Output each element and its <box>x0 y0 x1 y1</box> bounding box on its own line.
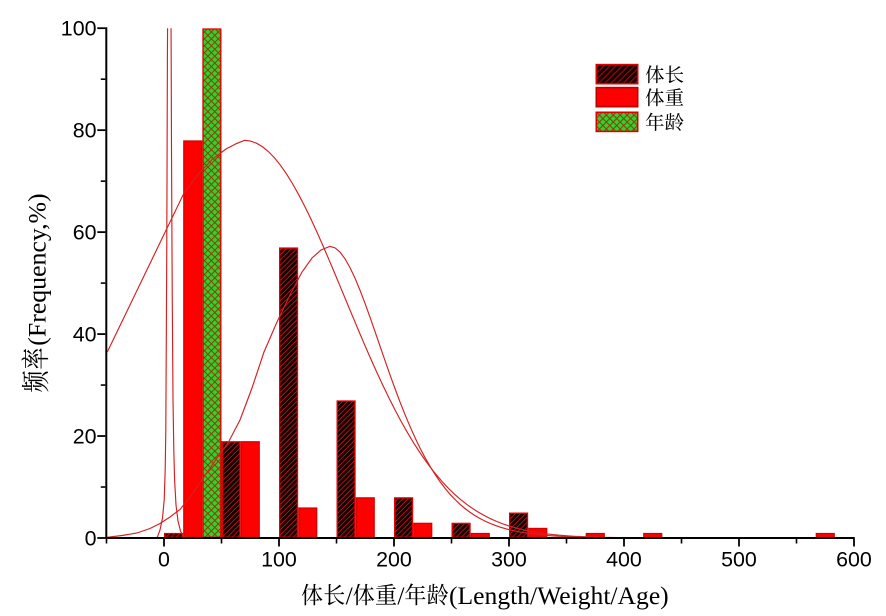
svg-text:/: / <box>346 581 354 610</box>
svg-text:/: / <box>397 581 405 610</box>
svg-text:200: 200 <box>376 548 412 572</box>
svg-text:100: 100 <box>61 17 97 41</box>
svg-text:400: 400 <box>606 548 642 572</box>
svg-text:(Frequency,%): (Frequency,%) <box>23 193 52 345</box>
svg-text:60: 60 <box>73 220 97 244</box>
svg-text:100: 100 <box>261 548 297 572</box>
svg-text:600: 600 <box>836 548 872 572</box>
svg-text:40: 40 <box>73 322 97 346</box>
svg-text:300: 300 <box>491 548 527 572</box>
svg-text:0: 0 <box>158 548 170 572</box>
svg-text:0: 0 <box>85 526 97 550</box>
svg-text:(Length/Weight/Age): (Length/Weight/Age) <box>449 581 669 610</box>
svg-text:80: 80 <box>73 118 97 142</box>
svg-text:20: 20 <box>73 424 97 448</box>
svg-text:500: 500 <box>721 548 757 572</box>
